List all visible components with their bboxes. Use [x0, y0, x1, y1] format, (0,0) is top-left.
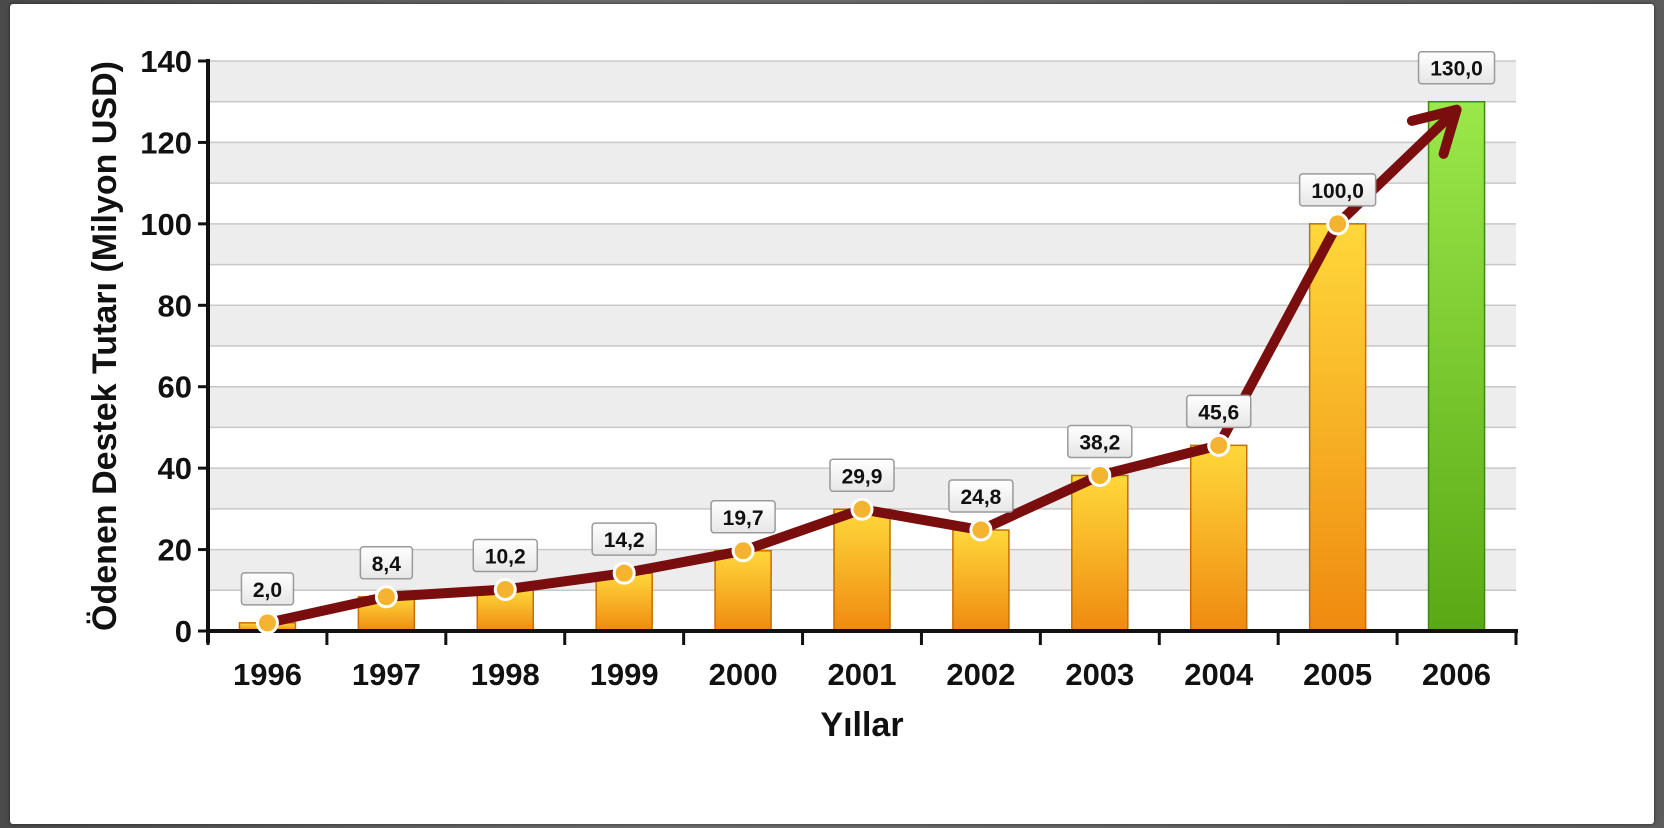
x-tick-label: 2006	[1422, 657, 1491, 692]
data-label-text: 2,0	[253, 579, 282, 602]
data-label-box	[1185, 394, 1252, 429]
data-label-text: 8,4	[372, 553, 402, 576]
data-label-2002: 24,8	[948, 479, 1014, 513]
data-label-text: 38,2	[1079, 431, 1120, 454]
marker-2003	[1088, 463, 1112, 487]
marker-2002	[969, 518, 993, 542]
data-label-box	[1417, 50, 1496, 85]
data-label-text: 130,0	[1430, 58, 1483, 81]
data-label-1999: 14,2	[591, 522, 657, 556]
grid-band	[208, 223, 1516, 265]
x-tick-label: 2000	[709, 657, 778, 692]
data-label-2000: 19,7	[710, 500, 776, 534]
x-axis-title: Yıllar	[820, 706, 903, 744]
data-label-text: 10,2	[485, 545, 526, 568]
x-tick-label: 1999	[590, 657, 659, 692]
y-axis-title: Ödenen Destek Tutarı (Milyon USD)	[86, 61, 124, 631]
markers	[255, 212, 1350, 635]
data-label-box	[710, 500, 776, 534]
data-label-text: 100,0	[1311, 180, 1364, 203]
data-label-box	[240, 572, 295, 606]
y-tick-label: 100	[140, 207, 192, 242]
marker-2001	[850, 497, 874, 521]
x-tick-label: 2004	[1184, 657, 1254, 692]
y-tick-label: 20	[158, 533, 192, 568]
grid-band	[208, 386, 1516, 428]
bar-2003	[1071, 474, 1129, 632]
marker-1998	[493, 577, 517, 601]
grid-band	[208, 61, 1516, 102]
axes	[198, 59, 1518, 645]
y-tick-label: 0	[175, 614, 192, 649]
marker-2004	[1207, 433, 1231, 457]
bar-2002	[952, 529, 1010, 632]
data-label-2001: 29,9	[829, 458, 895, 493]
bar-2005	[1308, 223, 1367, 632]
data-label-box	[829, 458, 895, 493]
x-tick-label: 1996	[233, 657, 302, 692]
data-label-text: 45,6	[1198, 401, 1239, 424]
grid-band	[208, 305, 1516, 346]
data-label-text: 14,2	[604, 529, 645, 552]
data-label-box	[591, 522, 657, 556]
bar-2006	[1427, 100, 1486, 632]
bar-2000	[714, 550, 772, 632]
data-label-text: 24,8	[960, 486, 1001, 509]
bar-2004	[1189, 444, 1248, 632]
y-tick-label: 80	[158, 288, 192, 323]
x-tick-labels: 1996 1997 1998 1999 2000 2001 2002 2003 2004 2005…	[233, 657, 1491, 692]
grid-bands	[208, 61, 1516, 591]
marker-2005	[1326, 212, 1350, 236]
trend-polyline	[262, 218, 1343, 628]
x-tick-label: 2002	[946, 657, 1015, 692]
data-label-1998: 10,2	[472, 538, 539, 573]
data-label-box	[948, 479, 1014, 513]
data-label-text: 29,9	[842, 465, 883, 488]
y-tick-label: 40	[158, 451, 192, 486]
data-label-text: 19,7	[723, 507, 764, 530]
grid-band	[208, 142, 1516, 184]
data-label-2006: 130,0	[1417, 50, 1496, 85]
bar-chart: 0 20 40 60 80 100 120 140 1996 1997 1998 1999 2000 2…	[86, 44, 1518, 744]
marker-1996	[255, 611, 279, 635]
marker-2000	[731, 539, 755, 563]
bar-2001	[833, 508, 891, 632]
y-tick-label: 140	[140, 44, 192, 79]
data-label-1997: 8,4	[359, 546, 414, 580]
data-label-1996: 2,0	[240, 572, 295, 606]
data-labels: 2,0 8,4 10,2 14,2 19,7 29,9 24,8 38,2 45,6 100,0 1…	[240, 50, 1496, 606]
data-label-box	[1298, 173, 1377, 207]
data-label-2003: 38,2	[1067, 424, 1133, 459]
data-label-box	[359, 546, 414, 580]
data-label-2004: 45,6	[1185, 394, 1252, 429]
x-tick-label: 2001	[828, 657, 897, 692]
marker-1999	[612, 561, 636, 585]
data-label-2005: 100,0	[1298, 173, 1377, 207]
x-tick-label: 1997	[352, 657, 421, 692]
chart-panel: 0 20 40 60 80 100 120 140 1996 1997 1998 1999 2000 2…	[10, 4, 1654, 824]
marker-1997	[374, 585, 398, 609]
x-tick-label: 2005	[1303, 657, 1372, 692]
y-tick-label: 120	[140, 125, 192, 160]
x-tick-label: 1998	[471, 657, 540, 692]
x-tick-label: 2003	[1065, 657, 1134, 692]
trend-arrow-head	[1406, 104, 1462, 159]
y-tick-label: 60	[158, 370, 192, 405]
data-label-box	[1067, 424, 1133, 459]
y-tick-labels: 0 20 40 60 80 100 120 140	[140, 44, 192, 649]
data-label-box	[472, 538, 539, 573]
